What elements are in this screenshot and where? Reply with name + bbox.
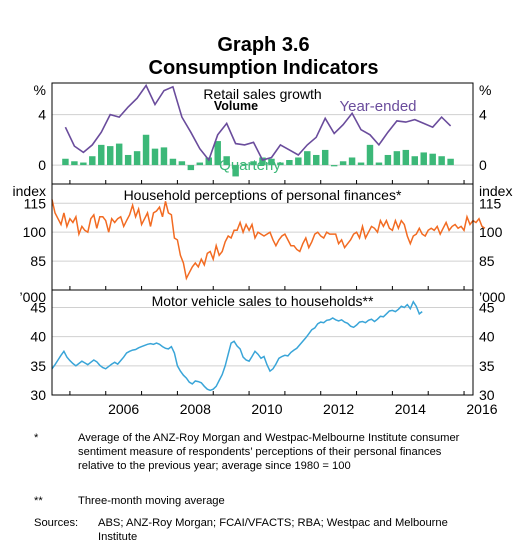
bar	[366, 144, 374, 166]
y-unit-left: index	[13, 183, 46, 199]
y-unit-right: ’000	[479, 289, 506, 305]
year-ended-line	[64, 83, 452, 162]
y-unit-right: %	[479, 82, 491, 98]
bar	[71, 161, 78, 166]
y-tick-label-left: 0	[38, 157, 46, 173]
panel-title: Motor vehicle sales to households**	[152, 293, 374, 309]
y-tick-label-left: 30	[30, 387, 46, 403]
bar	[330, 165, 338, 167]
bar	[313, 154, 320, 166]
bar	[375, 162, 383, 166]
y-tick-label-left: 40	[30, 329, 46, 345]
bar	[447, 158, 454, 166]
bar	[178, 161, 186, 166]
note-symbol: *	[34, 432, 39, 444]
perceptions-line	[51, 199, 486, 281]
note-symbol: **	[34, 495, 43, 507]
bar	[133, 151, 141, 166]
y-tick-label-right: 85	[479, 253, 495, 269]
bar	[241, 163, 248, 166]
bar	[205, 157, 212, 166]
year-ended-label: Year-ended	[339, 98, 416, 115]
bar	[124, 154, 132, 166]
bar	[286, 160, 293, 166]
y-tick-label-left: 115	[24, 195, 47, 211]
x-tick-label: 2014	[395, 401, 426, 417]
x-tick-label: 2006	[108, 401, 139, 417]
bar	[295, 157, 302, 166]
y-tick-label-left: 45	[30, 300, 46, 316]
x-tick-label: 2008	[180, 401, 211, 417]
y-tick-label-left: 100	[23, 224, 47, 240]
bar	[384, 154, 392, 166]
bar	[115, 143, 123, 166]
bar	[357, 162, 365, 166]
bar	[223, 156, 230, 166]
x-tick-label: 2010	[251, 401, 282, 417]
bar	[268, 158, 275, 166]
bar	[196, 162, 204, 166]
y-unit-left: %	[34, 82, 46, 98]
bar	[259, 157, 266, 166]
bar	[98, 144, 105, 166]
sources-label: Sources:	[34, 517, 79, 529]
bar	[393, 151, 401, 166]
panel-title: Retail sales growth	[203, 86, 321, 102]
plot-frame	[51, 82, 474, 396]
y-unit-right: index	[479, 183, 512, 199]
bar	[214, 141, 221, 166]
volume-label: Volume	[214, 99, 258, 113]
y-tick-label-right: 40	[479, 329, 495, 345]
y-unit-left: ’000	[20, 289, 47, 305]
panel-title: Household perceptions of personal financ…	[124, 187, 402, 203]
y-tick-label-right: 45	[479, 300, 495, 316]
y-tick-label-right: 4	[479, 107, 487, 123]
bar	[232, 165, 239, 177]
bar	[277, 162, 284, 166]
bar	[142, 134, 150, 166]
y-tick-label-right: 0	[479, 157, 487, 173]
bar	[339, 161, 347, 166]
y-tick-label-left: 85	[30, 253, 46, 269]
sources-text: ABS; ANZ-Roy Morgan; FCAI/VFACTS; RBA; W…	[98, 517, 448, 543]
bar	[429, 153, 436, 166]
bar	[62, 158, 69, 166]
x-tick-label: 2012	[323, 401, 354, 417]
bar	[402, 149, 410, 166]
motor-vehicle-line	[51, 300, 423, 392]
bar	[89, 156, 96, 166]
x-tick-label: 2016	[466, 401, 497, 417]
note-text: Average of the ANZ-Roy Morgan and Westpa…	[78, 432, 460, 472]
bar	[187, 165, 195, 171]
bar	[80, 162, 87, 166]
y-tick-label-left: 4	[38, 107, 46, 123]
bar	[250, 161, 257, 166]
bar	[348, 157, 356, 166]
bar	[151, 148, 159, 166]
bar	[411, 156, 419, 166]
y-tick-label-left: 35	[30, 358, 46, 374]
bar	[106, 146, 114, 166]
chart-subtitle: Consumption Indicators	[149, 57, 379, 79]
chart-title: Graph 3.6	[217, 34, 309, 56]
y-tick-label-right: 30	[479, 387, 495, 403]
y-tick-label-right: 115	[479, 195, 502, 211]
y-tick-label-right: 35	[479, 358, 495, 374]
bar	[169, 158, 177, 166]
quarterly-label: Quarterly	[219, 157, 281, 174]
bar	[321, 149, 329, 166]
note-text: Three-month moving average	[78, 495, 225, 507]
bar	[160, 147, 168, 166]
bar	[304, 151, 311, 166]
bar	[438, 156, 445, 166]
bar	[420, 152, 427, 166]
